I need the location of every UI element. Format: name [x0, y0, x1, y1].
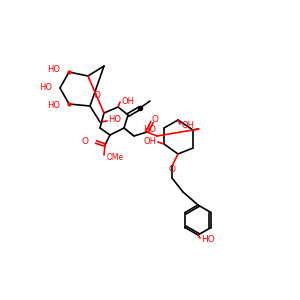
Text: O: O — [169, 164, 176, 173]
Text: HO: HO — [39, 83, 52, 92]
Text: O: O — [81, 137, 88, 146]
Text: HO: HO — [47, 100, 60, 109]
Text: O: O — [152, 115, 158, 124]
Text: OH: OH — [143, 136, 156, 146]
Text: OH: OH — [181, 121, 194, 130]
Text: HO: HO — [108, 116, 121, 124]
Text: O: O — [94, 91, 100, 100]
Text: OMe: OMe — [107, 154, 124, 163]
Text: OH: OH — [121, 97, 134, 106]
Text: HO: HO — [47, 65, 60, 74]
Text: HO: HO — [143, 125, 156, 134]
Text: HO: HO — [201, 235, 215, 244]
